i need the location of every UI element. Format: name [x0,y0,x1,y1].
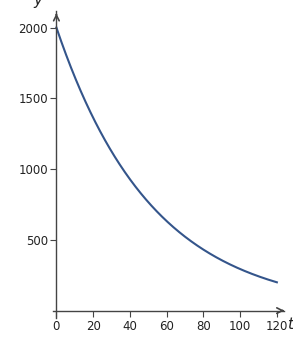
Text: t: t [287,317,293,332]
Text: y: y [33,0,42,8]
